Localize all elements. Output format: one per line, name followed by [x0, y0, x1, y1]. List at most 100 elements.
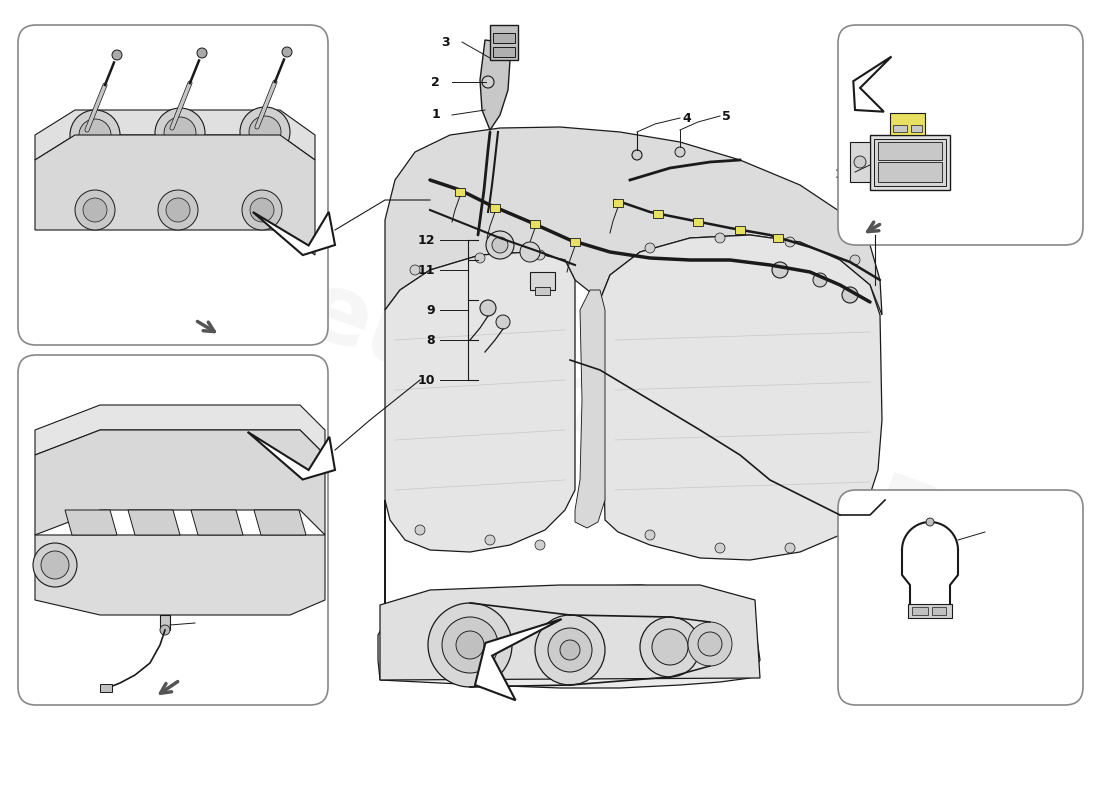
- Circle shape: [496, 315, 510, 329]
- FancyBboxPatch shape: [838, 490, 1084, 705]
- Circle shape: [854, 156, 866, 168]
- Bar: [870, 135, 950, 190]
- Circle shape: [772, 262, 788, 278]
- Circle shape: [486, 231, 514, 259]
- Circle shape: [166, 198, 190, 222]
- Circle shape: [926, 518, 934, 526]
- Polygon shape: [379, 585, 760, 680]
- Text: 6: 6: [230, 49, 239, 62]
- Polygon shape: [378, 585, 760, 688]
- FancyBboxPatch shape: [18, 355, 328, 705]
- Polygon shape: [253, 212, 336, 255]
- Bar: [874, 139, 946, 186]
- Text: 11: 11: [418, 263, 434, 277]
- Polygon shape: [65, 510, 117, 535]
- Circle shape: [33, 543, 77, 587]
- Circle shape: [645, 530, 654, 540]
- Circle shape: [82, 198, 107, 222]
- Bar: [490, 25, 518, 60]
- Circle shape: [715, 233, 725, 243]
- Circle shape: [560, 640, 580, 660]
- Text: 4: 4: [682, 111, 691, 125]
- Polygon shape: [35, 110, 315, 160]
- Text: 9: 9: [427, 303, 434, 317]
- Bar: [530, 272, 556, 290]
- Polygon shape: [600, 235, 882, 560]
- Text: a passion for cars since 1985: a passion for cars since 1985: [433, 425, 747, 555]
- Bar: [490, 204, 500, 212]
- Polygon shape: [35, 535, 324, 615]
- Text: 14: 14: [835, 167, 852, 181]
- Polygon shape: [35, 135, 315, 255]
- Circle shape: [456, 631, 484, 659]
- Polygon shape: [254, 510, 306, 535]
- Polygon shape: [35, 405, 324, 455]
- Circle shape: [482, 76, 494, 88]
- Circle shape: [715, 543, 725, 553]
- FancyBboxPatch shape: [838, 25, 1084, 245]
- Circle shape: [785, 237, 795, 247]
- Circle shape: [41, 551, 69, 579]
- Circle shape: [850, 255, 860, 265]
- Bar: [493, 47, 515, 57]
- Circle shape: [480, 300, 496, 316]
- Circle shape: [475, 253, 485, 263]
- Bar: [735, 226, 745, 234]
- Text: 8: 8: [427, 334, 434, 346]
- Bar: [908, 604, 952, 618]
- Circle shape: [160, 625, 170, 635]
- Circle shape: [640, 617, 700, 677]
- Circle shape: [79, 119, 111, 151]
- Bar: [493, 33, 515, 43]
- Circle shape: [164, 117, 196, 149]
- Circle shape: [548, 628, 592, 672]
- Circle shape: [485, 535, 495, 545]
- Bar: [160, 615, 170, 630]
- Circle shape: [845, 527, 855, 537]
- Circle shape: [698, 632, 722, 656]
- Text: 7: 7: [198, 617, 207, 630]
- Circle shape: [535, 250, 544, 260]
- Circle shape: [415, 525, 425, 535]
- Bar: [535, 287, 550, 295]
- Circle shape: [688, 622, 732, 666]
- Text: 13: 13: [988, 523, 1005, 537]
- Polygon shape: [191, 510, 243, 535]
- Polygon shape: [475, 619, 562, 700]
- Circle shape: [242, 190, 282, 230]
- Circle shape: [410, 265, 420, 275]
- Bar: [911, 125, 922, 132]
- Text: euromoto85: euromoto85: [292, 262, 949, 578]
- Text: 5: 5: [722, 110, 730, 122]
- Circle shape: [675, 147, 685, 157]
- Circle shape: [492, 237, 508, 253]
- Bar: [773, 234, 783, 242]
- Circle shape: [75, 190, 116, 230]
- Bar: [613, 199, 623, 207]
- Polygon shape: [128, 510, 180, 535]
- Bar: [455, 188, 465, 196]
- Circle shape: [842, 287, 858, 303]
- Text: 1: 1: [431, 109, 440, 122]
- Polygon shape: [248, 432, 336, 479]
- Polygon shape: [385, 252, 575, 605]
- Bar: [693, 218, 703, 226]
- Circle shape: [785, 543, 795, 553]
- FancyBboxPatch shape: [18, 25, 328, 345]
- Bar: [890, 113, 925, 135]
- Polygon shape: [480, 40, 510, 130]
- Bar: [530, 220, 540, 228]
- Circle shape: [442, 617, 498, 673]
- Text: 12: 12: [418, 234, 434, 246]
- Circle shape: [240, 107, 290, 157]
- Circle shape: [535, 540, 544, 550]
- Text: 10: 10: [418, 374, 434, 386]
- Polygon shape: [575, 290, 605, 528]
- Circle shape: [535, 615, 605, 685]
- Circle shape: [282, 47, 292, 57]
- Bar: [878, 162, 942, 182]
- Circle shape: [813, 273, 827, 287]
- Circle shape: [197, 48, 207, 58]
- Bar: [100, 684, 112, 692]
- Polygon shape: [854, 57, 891, 112]
